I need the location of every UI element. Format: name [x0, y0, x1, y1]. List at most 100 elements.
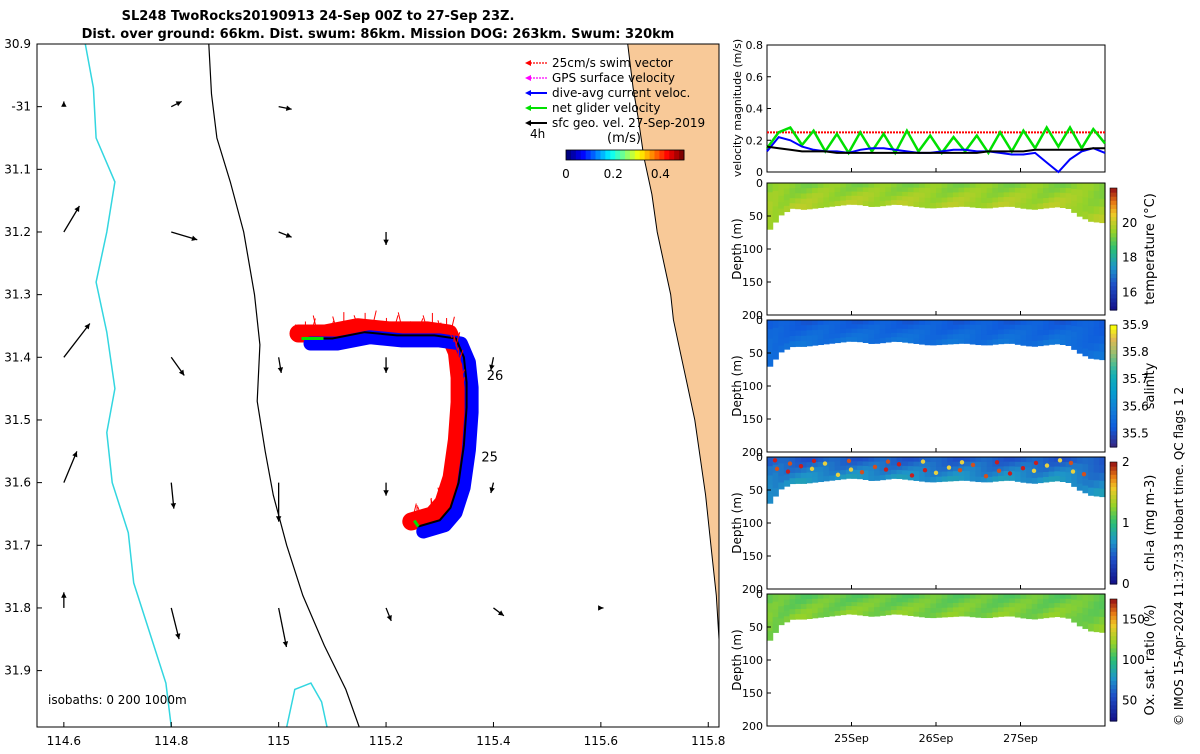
section-cell: [851, 320, 858, 325]
section-cell: [1020, 462, 1027, 468]
section-cell: [1048, 197, 1055, 203]
section-cell: [879, 196, 886, 202]
section-cell: [947, 594, 954, 600]
section-cell: [789, 478, 796, 485]
section-colorbar-swatch: [1110, 514, 1117, 520]
section-cell: [1054, 594, 1061, 600]
section-cell: [834, 183, 841, 189]
section-cell: [783, 457, 791, 464]
section-cell: [992, 202, 999, 208]
section-cell: [1048, 476, 1055, 482]
chla-high-value-marker: [922, 468, 928, 473]
section-cell: [952, 320, 960, 326]
section-colorbar-tick-label: 1: [1122, 516, 1130, 530]
section-cell: [767, 457, 774, 467]
section-cell: [902, 610, 909, 616]
section-cell: [947, 607, 954, 613]
section-cell: [947, 192, 954, 198]
section-cell: [890, 474, 898, 479]
section-cell: [868, 329, 875, 335]
section-cell: [1009, 334, 1016, 340]
section-cell: [1082, 600, 1089, 609]
section-cell: [795, 614, 802, 620]
section-cell: [767, 219, 774, 230]
section-cell: [975, 471, 982, 478]
section-cell: [907, 329, 915, 335]
section-cell: [1043, 612, 1050, 619]
section-cell: [862, 324, 869, 330]
section-cell: [885, 602, 892, 607]
geo-vector-shaft: [63, 451, 78, 483]
section-cell: [772, 594, 779, 603]
section-colorbar-tick-label: 35.7: [1122, 372, 1149, 386]
section-cell: [857, 457, 864, 462]
section-cell: [936, 339, 943, 346]
section-cell: [969, 192, 977, 198]
section-cell: [930, 187, 937, 194]
section-colorbar-swatch: [1110, 551, 1117, 557]
section-cell: [783, 325, 791, 333]
section-cell: [1031, 603, 1038, 610]
section-colorbar-swatch: [1110, 430, 1117, 436]
section-cell: [1099, 214, 1106, 224]
section-cell: [1093, 183, 1100, 192]
section-cell: [896, 457, 903, 462]
section-ytick-label: 150: [742, 413, 763, 426]
section-cell: [845, 594, 853, 599]
section-cell: [1014, 197, 1022, 203]
chla-high-value-marker: [1020, 466, 1026, 471]
section-cell: [862, 187, 869, 193]
section-cell: [851, 337, 858, 342]
section-cell: [964, 594, 971, 599]
section-cell: [823, 192, 830, 198]
section-colorbar-swatch: [1110, 627, 1117, 633]
section-cell: [879, 466, 886, 472]
map-ytick-label: 31.1: [4, 162, 31, 176]
section-colorbar-swatch: [1110, 696, 1117, 702]
section-cell: [1014, 598, 1022, 604]
section-cell: [857, 191, 864, 197]
section-cell: [1031, 193, 1038, 200]
section-cell: [1031, 613, 1038, 620]
section-cell: [1071, 457, 1078, 464]
section-cell: [981, 320, 988, 326]
section-colorbar-swatch: [1110, 527, 1117, 532]
section-cell: [806, 340, 813, 347]
section-cell: [840, 594, 847, 599]
section-cell: [1048, 457, 1055, 463]
section-colorbar-swatch: [1110, 289, 1117, 295]
map-ytick-label: 31.6: [4, 476, 31, 490]
section-cell: [840, 187, 847, 193]
section-cell: [1026, 462, 1033, 468]
section-cell: [879, 324, 886, 330]
section-cell: [1082, 204, 1089, 213]
section-cell: [964, 602, 971, 608]
section-cell: [1093, 351, 1100, 360]
section-cell: [964, 324, 971, 330]
section-cell: [851, 610, 858, 615]
section-colorbar-swatch: [1110, 188, 1117, 193]
section-cell: [1076, 483, 1084, 491]
section-colorbar-swatch: [1110, 361, 1117, 367]
section-cell: [907, 602, 915, 608]
section-cell: [1014, 471, 1022, 477]
section-cell: [986, 197, 993, 204]
swim-vector-tick: [460, 377, 466, 395]
section-cell: [1037, 325, 1044, 331]
section-cell: [1009, 457, 1016, 463]
section-cell: [1048, 598, 1055, 604]
section-cell: [907, 470, 915, 476]
geo-vector-shaft: [63, 323, 91, 358]
section-cell: [772, 206, 779, 215]
section-cell: [947, 187, 954, 194]
section-cell: [907, 611, 915, 617]
section-cell: [902, 594, 909, 599]
section-cell: [1048, 339, 1055, 345]
geo-vector-head: [61, 592, 67, 598]
section-colorbar-swatch: [1110, 615, 1117, 620]
section-colorbar-swatch: [1110, 543, 1117, 548]
section-cell: [992, 461, 999, 468]
